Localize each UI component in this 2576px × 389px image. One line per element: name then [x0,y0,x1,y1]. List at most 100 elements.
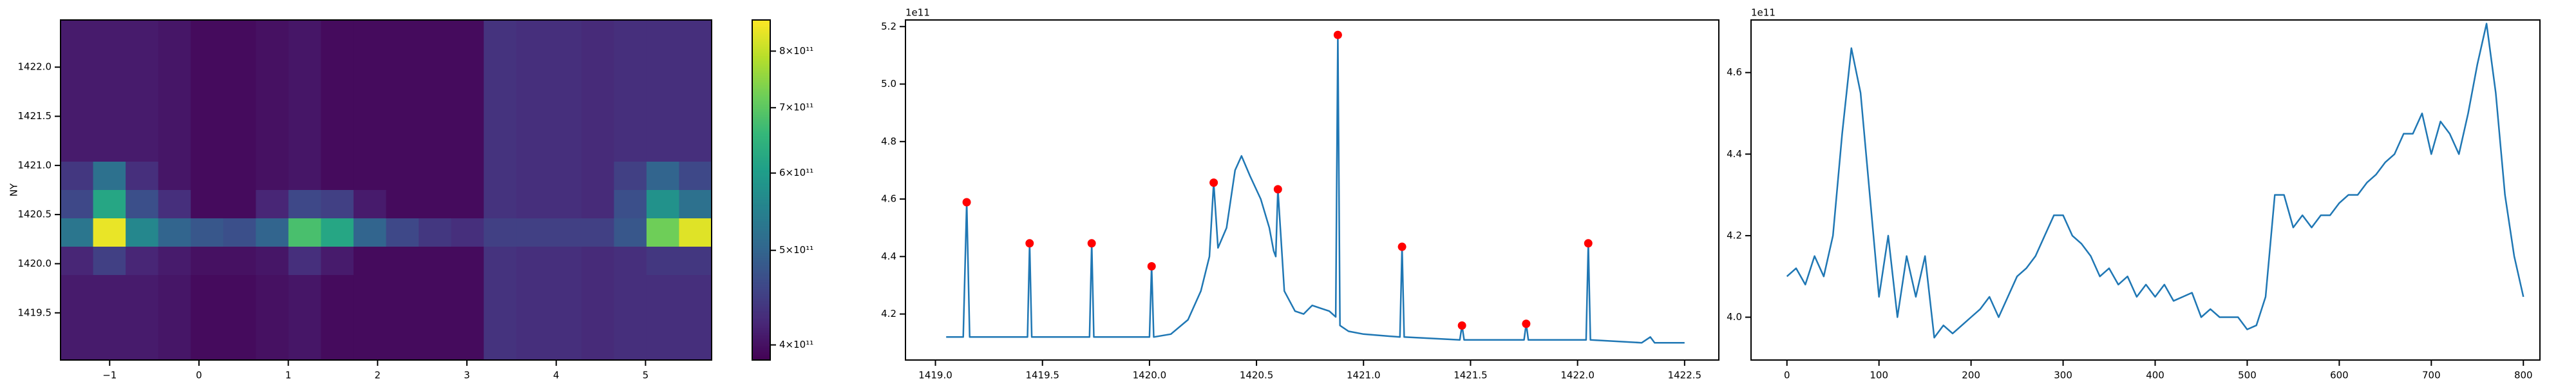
colorbar-segment [752,318,770,320]
heatmap-cell [353,48,387,77]
heatmap-cell [451,218,484,247]
heatmap-cell [353,77,387,106]
heatmap-cell [288,133,321,162]
x-tick-label: 700 [2422,370,2441,381]
heatmap-cell [581,190,614,219]
heatmap-cell [614,218,647,247]
heatmap-cell [549,162,582,191]
y-tick-label: 4.4 [1727,148,1742,160]
peak-marker [1522,319,1531,328]
colorbar-segment [752,23,770,26]
heatmap-cell [126,105,159,134]
colorbar-segment [752,198,770,201]
heatmap-cell [419,105,452,134]
heatmap-cell [158,48,191,77]
heatmap-cell [419,77,452,106]
colorbar-segment [752,260,770,262]
axes-frame [1750,19,2541,361]
heatmap-cell [419,162,452,191]
heatmap-cell [321,162,354,191]
heatmap-cell [61,20,94,49]
colorbar-segment [752,241,770,243]
heatmap-cell [61,247,94,276]
colorbar-segment [752,205,770,207]
colorbar-segment [752,32,770,34]
heatmap-cell [93,20,126,49]
heatmap-cell [679,332,712,361]
heatmap-cell [158,332,191,361]
heatmap-cell [93,247,126,276]
colorbar-segment [752,249,770,252]
heatmap-cell [191,77,224,106]
heatmap-cell [451,133,484,162]
heatmap-cell [451,332,484,361]
heatmap-cell [646,303,680,332]
colorbar-segment [752,231,770,233]
heatmap-cell [516,162,549,191]
heatmap-cell [126,20,159,49]
colorbar-segment [752,270,770,272]
heatmap-cell [93,105,126,134]
colorbar-segment [752,324,770,327]
heatmap-cell [288,48,321,77]
heatmap-cell [549,247,582,276]
heatmap-cell [679,77,712,106]
colorbar-segment [752,273,770,276]
colorbar-segment [752,62,770,65]
heatmap-cell [614,162,647,191]
colorbar-segment [752,202,770,204]
colorbar-segment [752,215,770,218]
heatmap-cell [256,105,289,134]
colorbar-segment [752,191,770,194]
colorbar-segment [752,178,770,180]
heatmap-cell [516,77,549,106]
colorbar-segment [752,283,770,286]
heatmap-cell [61,218,94,247]
colorbar-segment [752,96,770,99]
heatmap-cell [549,218,582,247]
colorbar-segment [752,69,770,71]
colorbar-segment [752,266,770,269]
heatmap-cell [484,20,517,49]
colorbar-segment [752,302,770,305]
x-tick-label: 3 [464,370,470,381]
colorbar-segment [752,204,770,206]
y-tick-label: 1422.0 [18,61,52,73]
heatmap-cell [549,105,582,134]
colorbar-segment [752,263,770,265]
heatmap-cell [679,218,712,247]
colorbar-segment [752,220,770,223]
heatmap-cell [484,190,517,219]
heatmap-cell [158,247,191,276]
colorbar-segment [752,45,770,48]
heatmap-cell [353,133,387,162]
heatmap-cell [288,105,321,134]
heatmap-cell [549,48,582,77]
heatmap-cell [158,20,191,49]
colorbar-segment [752,161,770,164]
colorbar-segment [752,28,770,31]
heatmap-cell [353,332,387,361]
colorbar-segment [752,132,770,135]
colorbar-segment [752,217,770,220]
colorbar-frame [752,19,771,361]
heatmap-cell [126,218,159,247]
heatmap-cell [484,218,517,247]
heatmap-cell [256,303,289,332]
heatmap-cell [386,332,419,361]
heatmap-cell [679,20,712,49]
colorbar-segment [752,53,770,57]
heatmap-cell [484,275,517,304]
heatmap-cell [614,275,647,304]
heatmap-cell [288,332,321,361]
y-tick-label: 4.6 [881,193,896,205]
heatmap-cell [126,133,159,162]
heatmap-cell [419,48,452,77]
heatmap-cell [223,218,256,247]
heatmap-cell [126,190,159,219]
heatmap-cell [353,275,387,304]
colorbar-segment [752,122,770,124]
peak-marker [962,198,971,207]
colorbar-segment [752,289,770,291]
heatmap-cell [321,77,354,106]
